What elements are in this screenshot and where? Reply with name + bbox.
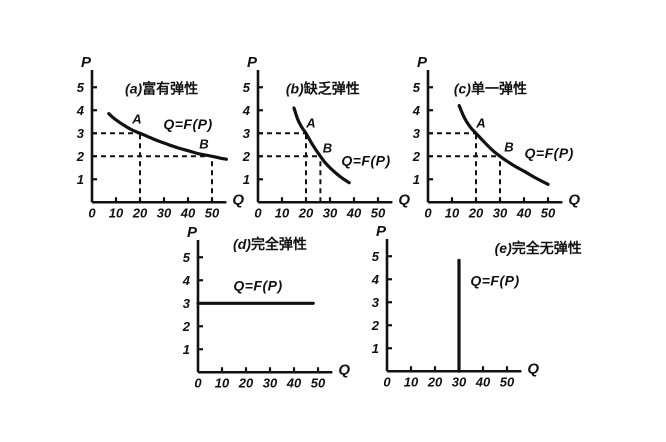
y-tick-label: 1 (413, 172, 420, 187)
y-tick-label: 4 (371, 272, 380, 287)
x-tick-label: 30 (323, 205, 338, 220)
y-tick-label: 5 (413, 80, 421, 95)
x-tick-label: 0 (254, 205, 262, 220)
y-tick-label: 1 (77, 172, 84, 187)
p-axis-label: P (247, 54, 258, 71)
demand-curve (107, 112, 228, 161)
point-label-B: B (199, 136, 208, 151)
x-tick-label: 0 (194, 375, 202, 390)
y-tick-label: 1 (243, 172, 250, 187)
chart-a-elastic: 0 10 20 30 40 50 1 2 3 4 5 P Q (a)富有弹性 Q=F(P) A B (58, 54, 273, 234)
y-tick-label: 5 (77, 80, 85, 95)
x-tick-label: 40 (286, 375, 302, 390)
y-tick-label: 5 (372, 249, 380, 264)
q-axis-label: Q (338, 361, 350, 378)
curve-function-label: Q=F(P) (341, 152, 390, 168)
x-tick-label: 10 (275, 205, 290, 220)
x-tick-label: 40 (346, 205, 362, 220)
y-tick-label: 1 (183, 342, 190, 357)
x-tick-label: 50 (371, 205, 386, 220)
y-tick-label: 4 (412, 103, 421, 118)
y-tick-label: 3 (183, 296, 191, 311)
y-tick-label: 3 (413, 126, 421, 141)
chart-title: (a)富有弹性 (125, 81, 198, 97)
x-tick-label: 30 (157, 205, 172, 220)
curve-function-label: Q=F(P) (470, 273, 519, 289)
curve-function-label: Q=F(P) (163, 116, 212, 132)
y-tick-label: 2 (371, 318, 380, 333)
y-tick-label: 3 (77, 126, 85, 141)
x-tick-label: 10 (215, 375, 230, 390)
x-tick-label: 20 (132, 205, 148, 220)
chart-title: (e)完全无弹性 (495, 240, 582, 256)
x-tick-label: 30 (263, 375, 278, 390)
x-tick-label: 20 (468, 205, 484, 220)
curve-function-label: Q=F(P) (525, 145, 574, 161)
chart-b-inelastic: 0 10 20 30 40 50 1 2 3 4 5 P Q (b)缺乏弹性 Q=F(P) A B (224, 54, 439, 234)
point-label-B: B (323, 140, 332, 155)
x-tick-label: 30 (452, 374, 467, 389)
p-axis-label: P (417, 54, 428, 71)
x-tick-label: 50 (311, 375, 326, 390)
x-tick-label: 50 (205, 205, 220, 220)
point-label-A: A (475, 115, 485, 130)
chart-d-perfectly-elastic: 0 10 20 30 40 50 1 2 3 4 5 P Q (d)完全弹性 Q=F(P) (164, 224, 379, 404)
p-axis-label: P (187, 224, 198, 241)
x-tick-label: 0 (424, 205, 432, 220)
x-tick-label: 40 (475, 374, 491, 389)
point-label-B: B (504, 139, 513, 154)
x-tick-label: 50 (541, 205, 556, 220)
plot-c: 0 10 20 30 40 50 1 2 3 4 5 P Q (c)单一弹性 Q=F(P) A B (412, 54, 581, 220)
point-label-A: A (305, 115, 315, 130)
plot-e: 0 10 20 30 40 50 1 2 3 4 5 P Q (e)完全无弹性 Q=F(P) (371, 223, 582, 389)
x-tick-label: 10 (109, 205, 124, 220)
y-tick-label: 5 (183, 250, 191, 265)
x-tick-label: 0 (383, 374, 391, 389)
y-tick-label: 3 (243, 126, 251, 141)
x-tick-label: 10 (445, 205, 460, 220)
plot-a: 0 10 20 30 40 50 1 2 3 4 5 P Q (a)富有弹性 Q=F(P) A B (76, 54, 245, 220)
p-axis-label: P (81, 54, 92, 71)
chart-title: (b)缺乏弹性 (286, 81, 360, 97)
y-tick-label: 2 (182, 319, 191, 334)
x-tick-label: 20 (238, 375, 254, 390)
plot-d: 0 10 20 30 40 50 1 2 3 4 5 P Q (d)完全弹性 Q=F(P) (182, 224, 351, 390)
x-tick-label: 40 (180, 205, 196, 220)
y-tick-label: 3 (372, 295, 380, 310)
x-tick-label: 10 (404, 374, 419, 389)
x-tick-label: 20 (427, 374, 443, 389)
q-axis-label: Q (232, 191, 244, 208)
y-tick-label: 4 (242, 103, 251, 118)
q-axis-label: Q (568, 191, 580, 208)
plot-b: 0 10 20 30 40 50 1 2 3 4 5 P Q (b)缺乏弹性 Q=F(P) AB (242, 54, 411, 220)
y-tick-label: 2 (412, 149, 421, 164)
chart-c-unit-elastic: 0 10 20 30 40 50 1 2 3 4 5 P Q (c)单一弹性 Q=F(P) A B (394, 54, 609, 234)
x-tick-label: 40 (516, 205, 532, 220)
q-axis-label: Q (527, 360, 539, 377)
x-tick-label: 20 (298, 205, 314, 220)
p-axis-label: P (376, 223, 387, 240)
y-tick-label: 4 (182, 273, 191, 288)
q-axis-label: Q (398, 191, 410, 208)
x-tick-label: 50 (500, 374, 515, 389)
y-tick-label: 2 (76, 149, 85, 164)
y-tick-label: 4 (76, 103, 85, 118)
demand-curve (292, 106, 351, 185)
demand-curve (457, 104, 550, 186)
y-tick-label: 1 (372, 341, 379, 356)
point-label-A: A (131, 111, 141, 126)
chart-title: (d)完全弹性 (233, 236, 307, 252)
y-tick-label: 5 (243, 80, 251, 95)
chart-e-perfectly-inelastic: 0 10 20 30 40 50 1 2 3 4 5 P Q (e)完全无弹性 Q=F(P) (353, 223, 582, 403)
x-tick-label: 0 (88, 205, 96, 220)
x-tick-label: 30 (493, 205, 508, 220)
chart-title: (c)单一弹性 (454, 81, 527, 97)
curve-function-label: Q=F(P) (233, 278, 282, 294)
y-tick-label: 2 (242, 149, 251, 164)
